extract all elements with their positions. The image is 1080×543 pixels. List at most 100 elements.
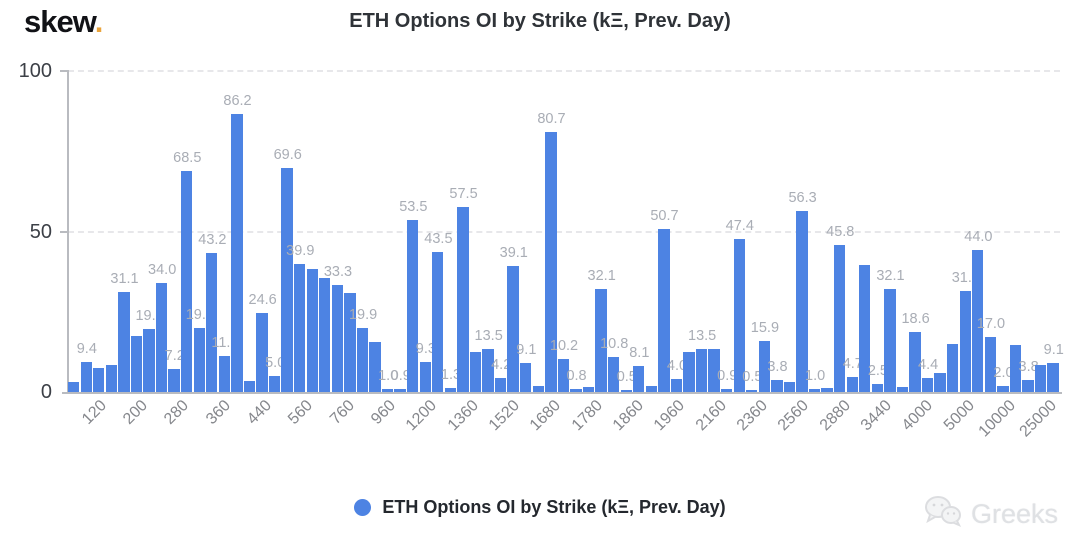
bar-value-label: 4.2 (491, 357, 512, 374)
bar-value-label: 1.0 (378, 367, 399, 384)
bar[interactable] (1022, 379, 1034, 392)
bar[interactable] (331, 284, 344, 392)
bar[interactable] (595, 288, 607, 392)
bar[interactable] (118, 291, 130, 392)
bar[interactable] (683, 352, 695, 392)
bar-value-label: 1.0 (805, 367, 826, 384)
bar[interactable] (143, 328, 155, 392)
bar[interactable] (444, 387, 457, 392)
bar[interactable] (457, 206, 469, 392)
bar[interactable] (545, 132, 557, 392)
legend[interactable]: ETH Options OI by Strike (kΞ, Prev. Day) (0, 497, 1080, 518)
x-tick-label: 280 (161, 397, 193, 428)
bar[interactable] (733, 239, 745, 392)
bar[interactable] (997, 385, 1009, 392)
bar[interactable] (281, 167, 293, 392)
bar[interactable] (344, 292, 356, 392)
bar[interactable] (808, 388, 821, 392)
bar[interactable] (871, 383, 883, 392)
bar[interactable] (218, 355, 231, 392)
bar[interactable] (268, 375, 281, 392)
bar[interactable] (833, 244, 846, 392)
bar[interactable] (783, 382, 796, 392)
bar[interactable] (972, 250, 984, 392)
y-tick-mark (60, 231, 68, 233)
bar[interactable] (432, 251, 444, 392)
x-tick-label: 1960 (651, 397, 689, 435)
bar[interactable] (582, 387, 595, 392)
bar[interactable] (532, 385, 544, 392)
bar[interactable] (469, 351, 482, 392)
bar[interactable] (256, 312, 268, 392)
bar[interactable] (243, 380, 256, 392)
bar[interactable] (946, 343, 959, 392)
bar[interactable] (695, 348, 708, 392)
bar[interactable] (306, 268, 318, 392)
bar[interactable] (168, 368, 180, 392)
y-tick-label-50: 50 (29, 221, 52, 243)
bar[interactable] (884, 288, 896, 392)
legend-label: ETH Options OI by Strike (kΞ, Prev. Day) (382, 497, 726, 517)
bar[interactable] (758, 340, 770, 392)
bar[interactable] (984, 337, 996, 392)
bar[interactable] (846, 376, 858, 392)
bar[interactable] (909, 332, 921, 392)
bar[interactable] (633, 365, 645, 392)
y-tick-label-100: 100 (18, 60, 52, 82)
bar[interactable] (1034, 364, 1047, 392)
bar[interactable] (231, 114, 243, 392)
bar[interactable] (796, 210, 808, 392)
bar[interactable] (319, 277, 331, 392)
bar[interactable] (206, 252, 218, 392)
bar[interactable] (356, 327, 369, 392)
bar[interactable] (771, 379, 783, 392)
bar[interactable] (155, 282, 168, 392)
bar[interactable] (507, 266, 519, 392)
bar[interactable] (896, 387, 909, 392)
bar[interactable] (80, 361, 92, 392)
bar[interactable] (193, 328, 205, 392)
bar[interactable] (959, 290, 971, 392)
x-tick-label: 200 (120, 397, 152, 428)
bar[interactable] (570, 389, 582, 392)
skew-logo-text: skew (24, 4, 96, 39)
bar[interactable] (921, 377, 934, 392)
bar[interactable] (557, 359, 570, 392)
bar[interactable] (607, 357, 620, 392)
bar[interactable] (620, 390, 632, 392)
bar[interactable] (130, 335, 143, 392)
bar[interactable] (934, 372, 946, 392)
bar[interactable] (520, 362, 532, 392)
bar[interactable] (494, 378, 507, 392)
bar-value-label: 32.1 (876, 267, 905, 284)
bar[interactable] (482, 348, 494, 392)
bar[interactable] (105, 364, 117, 392)
bar[interactable] (645, 385, 657, 392)
bar-value-label: 10.8 (600, 336, 629, 353)
bar[interactable] (294, 263, 306, 392)
bar[interactable] (708, 348, 720, 392)
bar[interactable] (746, 390, 758, 392)
bar-value-label: 68.5 (173, 150, 202, 167)
bar[interactable] (407, 219, 419, 392)
bar[interactable] (821, 388, 833, 392)
bar-value-label: 17.0 (976, 316, 1006, 333)
bar[interactable] (419, 362, 431, 392)
bar[interactable] (93, 367, 105, 392)
bar[interactable] (720, 389, 733, 392)
bar[interactable] (68, 381, 80, 392)
bar[interactable] (369, 342, 381, 392)
bar[interactable] (859, 264, 871, 392)
legend-marker (354, 499, 372, 516)
bar-value-label: 50.7 (650, 207, 679, 224)
bar[interactable] (1047, 362, 1059, 392)
bar[interactable] (381, 388, 394, 392)
bar-value-label: 0.9 (717, 368, 738, 385)
bar[interactable] (658, 228, 670, 392)
bar[interactable] (394, 389, 406, 392)
bar[interactable] (670, 379, 683, 392)
x-tick-label: 2360 (733, 397, 772, 435)
bar[interactable] (1009, 345, 1022, 392)
bar[interactable] (181, 171, 193, 392)
